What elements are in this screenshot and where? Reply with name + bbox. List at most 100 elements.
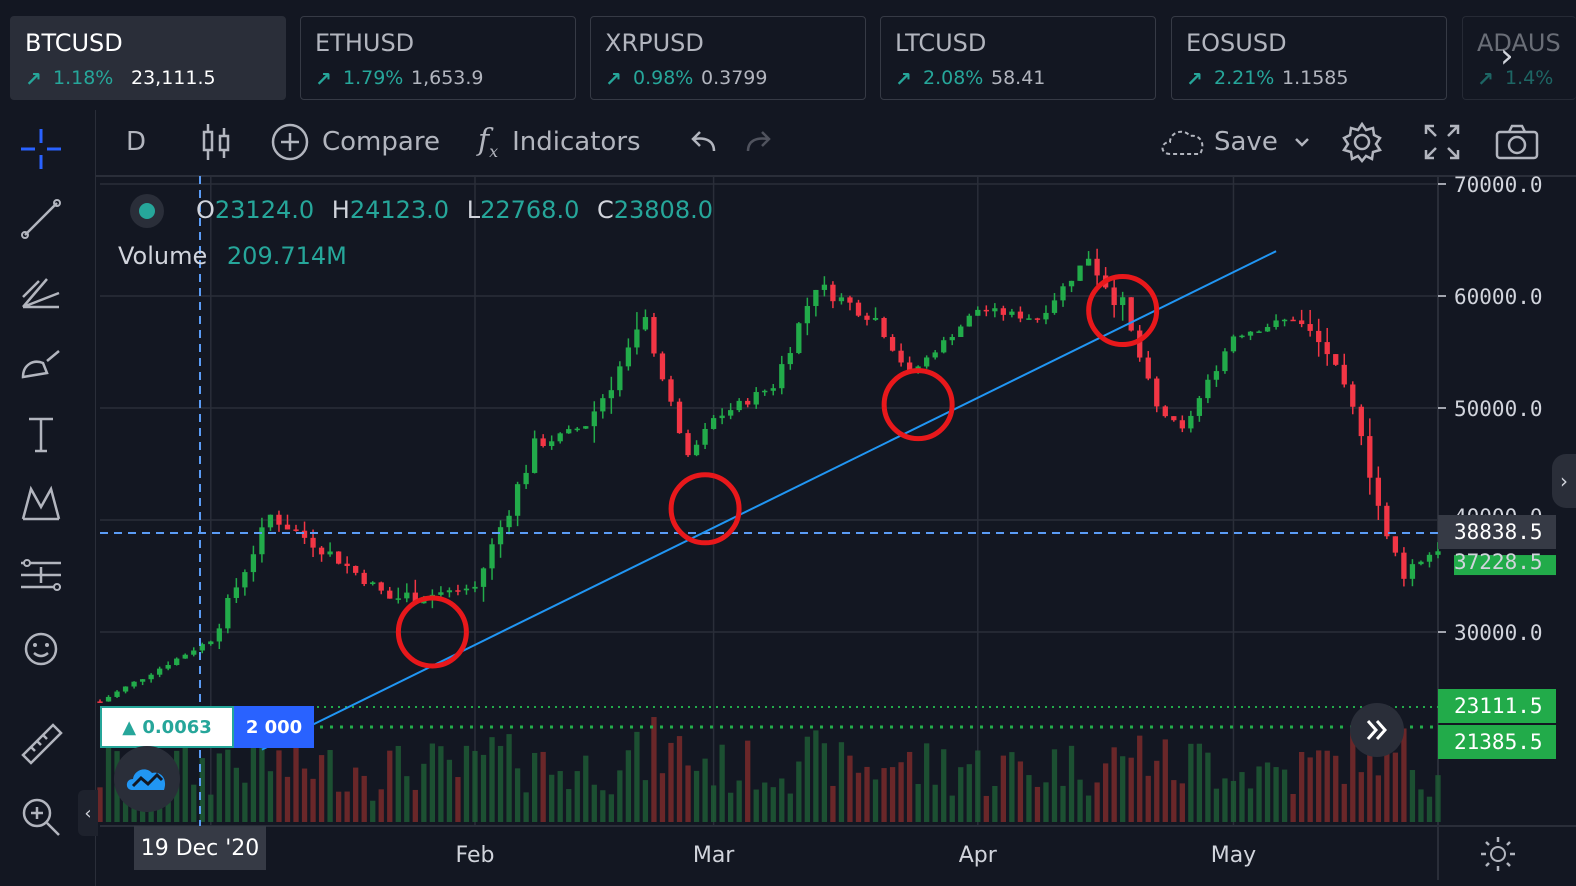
candle-body (1205, 379, 1211, 399)
candle-body (889, 337, 896, 351)
candle-body (1230, 336, 1237, 352)
volume-bar (1120, 756, 1126, 822)
quantity-button[interactable]: 2 000 (234, 706, 314, 748)
candle-body (1307, 324, 1313, 331)
candle-body (182, 654, 188, 659)
candle-body (1017, 311, 1024, 319)
volume-bar (745, 740, 751, 822)
save-options-dropdown[interactable] (1292, 120, 1312, 164)
tradingview-logo[interactable] (114, 746, 180, 812)
ticker-adausd[interactable]: ADAUS ↗ 1.4% (1462, 16, 1576, 100)
order-widget[interactable]: ▲ 0.0063 2 000 (100, 706, 314, 748)
ticker-symbol: EOSUSD (1186, 29, 1287, 57)
interval-button[interactable]: D (126, 127, 147, 157)
volume-bar (608, 794, 614, 822)
ticker-change: 0.98% (633, 67, 694, 89)
zoom-in-icon (22, 798, 60, 836)
fullscreen-button[interactable] (1422, 120, 1462, 164)
zoom-tool[interactable] (14, 790, 68, 844)
volume-bar (472, 750, 478, 822)
measure-tool[interactable] (14, 716, 68, 770)
pattern-tool[interactable] (14, 476, 68, 530)
price-tick-label-hidden: 37228.5 (1454, 550, 1543, 574)
gear-icon (1481, 837, 1515, 871)
volume-bar (779, 778, 785, 822)
ticker-ethusd[interactable]: ETHUSD ↗ 1.79% 1,653.9 (300, 16, 576, 100)
candle-body (958, 326, 964, 337)
gann-fib-tool[interactable] (14, 264, 68, 318)
volume-bar (1009, 752, 1015, 822)
time-tick-label: Apr (959, 843, 998, 868)
volume-bar (540, 751, 546, 822)
ticker-price: 0.3799 (701, 67, 768, 89)
ticker-ltcusd[interactable]: LTCUSD ↗ 2.08% 58.41 (880, 16, 1156, 100)
volume-bar (642, 780, 649, 822)
watchlist-ticker-strip: BTCUSD ↗ 1.18% 23,111.5 ETHUSD ↗ 1.79% 1… (0, 0, 1576, 110)
ticker-symbol: LTCUSD (895, 29, 987, 57)
chevron-right-icon[interactable]: › (1500, 36, 1514, 76)
candle-body (1290, 319, 1296, 322)
ticker-btcusd[interactable]: BTCUSD ↗ 1.18% 23,111.5 (10, 16, 286, 100)
volume-bar (514, 768, 521, 822)
scroll-to-realtime-button[interactable] (1350, 703, 1404, 757)
ticker-price: 1.1585 (1282, 67, 1349, 89)
compare-button[interactable]: Compare (270, 120, 440, 164)
candle-body (591, 411, 597, 427)
candle-body (838, 297, 845, 302)
volume-bar (753, 789, 759, 822)
candle-body (1188, 415, 1194, 429)
side-panel-handle[interactable]: › (1552, 454, 1576, 508)
chart-type-button[interactable] (198, 120, 234, 164)
trendline-tool[interactable] (14, 192, 68, 246)
volume-bar (1213, 788, 1220, 822)
icon-tool[interactable] (14, 622, 68, 676)
candle-body (1128, 297, 1134, 331)
timescale-settings-button[interactable] (1478, 834, 1518, 874)
save-button[interactable]: Save (1158, 120, 1278, 164)
volume-bar (344, 791, 350, 822)
ticker-xrpusd[interactable]: XRPUSD ↗ 0.98% 0.3799 (590, 16, 866, 100)
candle-body (480, 568, 487, 587)
chart-toolbar: D Compare fx Indicators Save (96, 110, 1576, 174)
undo-button[interactable] (686, 120, 720, 164)
volume-bar (549, 774, 555, 822)
volume-bar (1299, 751, 1305, 822)
candle-body (318, 547, 325, 555)
snapshot-button[interactable] (1494, 120, 1540, 164)
volume-bar (838, 742, 845, 822)
crosshair-tool[interactable] (14, 122, 68, 176)
prediction-tool[interactable] (14, 548, 68, 602)
volume-bar (591, 784, 597, 822)
volume-bar (634, 731, 640, 822)
candle-body (813, 289, 819, 307)
candle-body (310, 537, 316, 548)
gear-icon (1342, 121, 1382, 164)
trend-line (261, 250, 1277, 751)
volume-bar (821, 743, 828, 822)
volume-bar (267, 771, 274, 822)
volume-bar (1154, 760, 1160, 822)
redo-button[interactable] (742, 120, 776, 164)
volume-bar (1137, 735, 1143, 822)
ticker-eosusd[interactable]: EOSUSD ↗ 2.21% 1.1585 (1171, 16, 1447, 100)
volume-bar (1094, 782, 1100, 822)
brush-tool[interactable] (14, 336, 68, 390)
double-chevron-right-icon (1366, 720, 1388, 740)
compare-label: Compare (322, 127, 440, 157)
time-tick-label: Feb (456, 843, 495, 868)
settings-button[interactable] (1340, 120, 1384, 164)
candle-body (566, 429, 572, 434)
collapse-toolbar-button[interactable]: ‹ (78, 790, 98, 836)
candle-body (1111, 287, 1117, 306)
candle-body (549, 441, 555, 447)
visibility-toggle-icon[interactable] (130, 194, 164, 228)
indicators-button[interactable]: fx Indicators (478, 120, 641, 164)
candle-body (1239, 335, 1245, 338)
volume-bar (242, 782, 248, 822)
text-tool[interactable] (14, 406, 68, 460)
volume-bar (404, 776, 410, 822)
candle-body (250, 554, 257, 573)
volume-bar (1196, 743, 1203, 822)
candle-body (114, 691, 120, 697)
